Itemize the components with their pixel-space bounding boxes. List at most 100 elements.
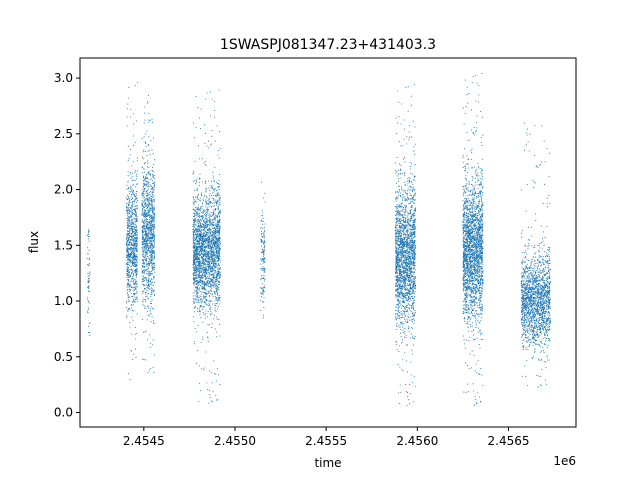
data-point	[211, 237, 213, 239]
data-point	[217, 263, 220, 265]
data-point	[217, 193, 219, 195]
data-point	[130, 253, 132, 255]
data-point	[408, 139, 410, 141]
data-point	[203, 271, 205, 273]
data-point	[127, 251, 129, 253]
data-point	[142, 260, 145, 262]
data-point	[412, 120, 414, 122]
data-point	[145, 183, 147, 185]
data-point	[132, 209, 134, 212]
data-point	[152, 176, 154, 179]
data-point	[130, 228, 132, 230]
data-point	[207, 244, 209, 246]
data-point	[216, 336, 218, 338]
data-point	[143, 223, 145, 225]
data-point	[197, 230, 199, 232]
data-point	[136, 234, 138, 236]
data-point	[262, 317, 265, 319]
data-point	[147, 283, 150, 285]
data-point	[210, 267, 212, 269]
data-point	[151, 316, 153, 318]
data-point	[217, 187, 220, 189]
data-point	[213, 283, 216, 285]
data-point	[149, 185, 151, 187]
data-point	[195, 231, 197, 233]
data-point	[398, 163, 401, 165]
data-point	[217, 275, 219, 277]
data-point	[126, 245, 128, 247]
data-point	[153, 205, 155, 207]
data-point	[133, 240, 135, 242]
data-point	[143, 122, 145, 124]
data-point	[264, 278, 266, 280]
data-point	[125, 210, 128, 212]
data-point	[206, 271, 208, 273]
data-point	[207, 389, 209, 391]
data-point	[195, 256, 197, 258]
data-point	[136, 190, 138, 192]
data-point	[148, 211, 151, 213]
data-point	[208, 221, 210, 223]
data-point	[398, 392, 400, 394]
data-point	[214, 230, 216, 232]
data-point	[215, 283, 217, 285]
data-point	[211, 187, 213, 189]
data-point	[142, 266, 144, 268]
data-point	[150, 303, 152, 305]
data-point	[128, 188, 130, 190]
data-point	[216, 240, 218, 242]
data-point	[262, 220, 264, 222]
data-point	[407, 212, 409, 214]
data-point	[215, 373, 217, 375]
data-point	[407, 224, 409, 226]
data-point	[198, 272, 200, 274]
data-point	[149, 242, 151, 244]
data-point	[413, 180, 415, 182]
data-point	[219, 147, 221, 149]
data-point	[135, 264, 137, 266]
data-point	[215, 276, 217, 278]
data-point	[150, 287, 153, 289]
data-point	[153, 183, 155, 185]
data-point	[153, 216, 155, 218]
data-point	[146, 225, 148, 227]
data-point	[147, 233, 150, 235]
data-point	[215, 253, 217, 255]
data-point	[195, 196, 197, 198]
data-point	[263, 230, 266, 232]
data-point	[198, 266, 200, 268]
data-point	[212, 172, 214, 174]
data-point	[210, 283, 212, 285]
data-point	[204, 164, 206, 166]
data-point	[215, 203, 217, 205]
data-point	[145, 276, 147, 278]
data-point	[218, 226, 220, 228]
data-point	[142, 177, 145, 179]
data-point	[148, 226, 150, 229]
data-point	[128, 296, 130, 299]
data-point	[198, 365, 200, 367]
data-point	[200, 304, 202, 307]
data-point	[205, 238, 207, 240]
data-point	[133, 252, 135, 254]
data-point	[200, 192, 202, 194]
data-point	[127, 245, 129, 247]
data-point	[132, 290, 134, 292]
data-point	[135, 224, 137, 226]
data-point	[129, 232, 131, 235]
data-point	[132, 271, 134, 273]
data-point	[135, 338, 137, 340]
data-point	[192, 228, 194, 231]
data-point	[127, 258, 129, 260]
data-point	[127, 218, 129, 220]
data-point	[143, 254, 145, 256]
data-point	[131, 251, 133, 253]
data-point	[260, 181, 262, 183]
data-point	[203, 302, 205, 304]
data-point	[149, 208, 151, 210]
data-point	[264, 269, 266, 271]
data-point	[135, 245, 137, 247]
data-point	[196, 254, 198, 256]
data-point	[214, 225, 216, 227]
data-point	[134, 301, 136, 303]
